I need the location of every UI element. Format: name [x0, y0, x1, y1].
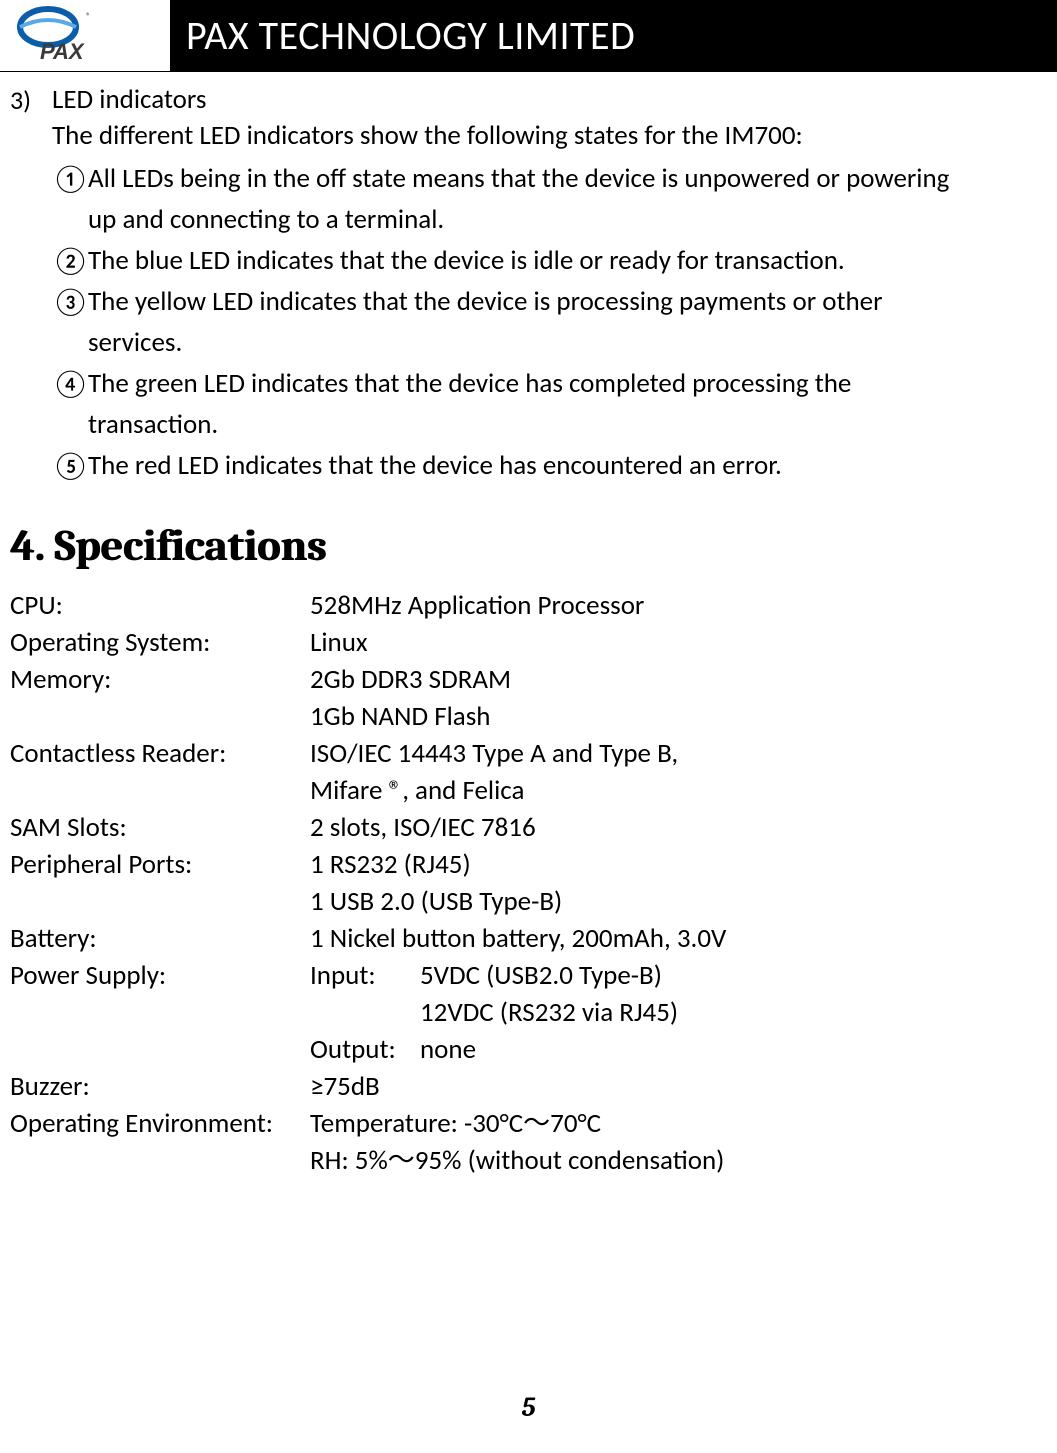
spec-memory-label: Memory:	[10, 661, 310, 735]
spec-memory-value-1: 2Gb DDR3 SDRAM	[310, 661, 1017, 698]
led-item-1-text: All LEDs being in the off state means th…	[88, 158, 1017, 240]
spec-battery-label: Battery:	[10, 920, 310, 957]
circled-2-icon: ②	[52, 240, 88, 281]
spec-sam-value: 2 slots, ISO/IEC 7816	[310, 809, 1017, 846]
circled-4-icon: ④	[52, 363, 88, 445]
logo-area: ® PAX	[0, 0, 170, 71]
spec-cpu-label: CPU:	[10, 587, 310, 624]
led-item-3-text: The yellow LED indicates that the device…	[88, 281, 1017, 363]
svg-text:®: ®	[86, 11, 91, 22]
specifications-table: CPU: 528MHz Application Processor Operat…	[10, 587, 1017, 1179]
spec-env-value-1: Temperature: -30°C～70°C	[310, 1105, 1017, 1142]
spec-contactless-row: Contactless Reader: ISO/IEC 14443 Type A…	[10, 735, 1017, 809]
led-item-1: ① All LEDs being in the off state means …	[52, 158, 1017, 240]
circled-5-icon: ⑤	[52, 445, 88, 486]
led-item-5-text: The red LED indicates that the device ha…	[88, 445, 1017, 486]
spec-power-input-label: Input:	[310, 957, 420, 1031]
spec-peripheral-value-2: 1 USB 2.0 (USB Type-B)	[310, 883, 1017, 920]
spec-power-output-label: Output:	[310, 1031, 420, 1068]
section-3-item: 3) LED indicators The different LED indi…	[10, 82, 1017, 486]
spec-sam-row: SAM Slots: 2 slots, ISO/IEC 7816	[10, 809, 1017, 846]
led-item-2: ② The blue LED indicates that the device…	[52, 240, 1017, 281]
header-company-name: PAX TECHNOLOGY LIMITED	[170, 0, 1057, 71]
spec-os-value: Linux	[310, 624, 1017, 661]
spec-cpu-value: 528MHz Application Processor	[310, 587, 1017, 624]
led-item-4: ④ The green LED indicates that the devic…	[52, 363, 1017, 445]
spec-power-label: Power Supply:	[10, 957, 310, 1068]
page-number: 5	[0, 1392, 1057, 1423]
spec-sam-label: SAM Slots:	[10, 809, 310, 846]
spec-peripheral-label: Peripheral Ports:	[10, 846, 310, 920]
spec-env-row: Operating Environment: Temperature: -30°…	[10, 1105, 1017, 1179]
spec-power-input-1: 5VDC (USB2.0 Type-B)	[420, 957, 678, 994]
spec-os-label: Operating System:	[10, 624, 310, 661]
spec-power-output-value: none	[420, 1031, 476, 1068]
spec-peripheral-value-1: 1 RS232 (RJ45)	[310, 846, 1017, 883]
led-item-2-text: The blue LED indicates that the device i…	[88, 240, 1017, 281]
svg-text:PAX: PAX	[40, 39, 85, 64]
spec-power-input-2: 12VDC (RS232 via RJ45)	[420, 994, 678, 1031]
page-content: 3) LED indicators The different LED indi…	[0, 72, 1057, 1179]
spec-env-value-2: RH: 5%～95% (without condensation)	[310, 1142, 1017, 1179]
spec-power-row: Power Supply: Input: 5VDC (USB2.0 Type-B…	[10, 957, 1017, 1068]
spec-battery-value: 1 Nickel button battery, 200mAh, 3.0V	[310, 920, 1017, 957]
spec-peripheral-row: Peripheral Ports: 1 RS232 (RJ45) 1 USB 2…	[10, 846, 1017, 920]
header-bar: ® PAX PAX TECHNOLOGY LIMITED	[0, 0, 1057, 72]
spec-contactless-label: Contactless Reader:	[10, 735, 310, 809]
spec-buzzer-value: ≥75dB	[310, 1068, 1017, 1105]
section-3-title: LED indicators	[52, 82, 1017, 118]
section-3-marker: 3)	[10, 82, 52, 486]
circled-1-icon: ①	[52, 158, 88, 240]
circled-3-icon: ③	[52, 281, 88, 363]
specifications-heading: 4. Specifications	[10, 520, 1017, 571]
spec-memory-row: Memory: 2Gb DDR3 SDRAM 1Gb NAND Flash	[10, 661, 1017, 735]
spec-contactless-value-2: Mifare ®, and Felica	[310, 772, 1017, 809]
led-item-4-text: The green LED indicates that the device …	[88, 363, 1017, 445]
led-item-5: ⑤ The red LED indicates that the device …	[52, 445, 1017, 486]
spec-buzzer-row: Buzzer: ≥75dB	[10, 1068, 1017, 1105]
spec-memory-value-2: 1Gb NAND Flash	[310, 698, 1017, 735]
section-3-intro: The different LED indicators show the fo…	[52, 118, 1017, 154]
led-item-3: ③ The yellow LED indicates that the devi…	[52, 281, 1017, 363]
spec-buzzer-label: Buzzer:	[10, 1068, 310, 1105]
pax-logo-icon: ® PAX	[10, 5, 160, 65]
spec-env-label: Operating Environment:	[10, 1105, 310, 1179]
spec-contactless-value-1: ISO/IEC 14443 Type A and Type B,	[310, 735, 1017, 772]
spec-os-row: Operating System: Linux	[10, 624, 1017, 661]
spec-battery-row: Battery: 1 Nickel button battery, 200mAh…	[10, 920, 1017, 957]
spec-cpu-row: CPU: 528MHz Application Processor	[10, 587, 1017, 624]
